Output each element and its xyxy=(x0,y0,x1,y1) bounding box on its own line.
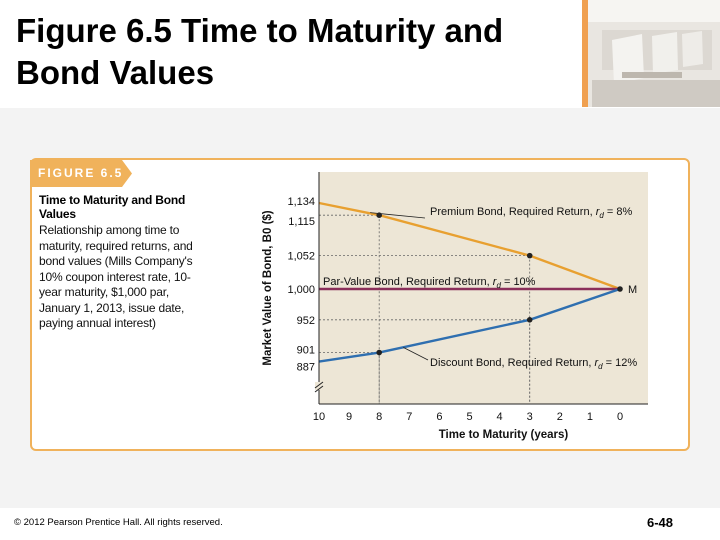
slide-title: Figure 6.5 Time to Maturity and Bond Val… xyxy=(16,10,576,94)
x-tick-9: 9 xyxy=(346,411,352,423)
slide-number: 6-48 xyxy=(647,515,674,530)
y-axis-title: Market Value of Bond, B0 ($) xyxy=(262,210,274,365)
x-tick-6: 6 xyxy=(436,411,442,423)
slide-title-line1: Figure 6.5 Time to Maturity and xyxy=(16,12,504,49)
y-tick-labels: 1,134 1,115 1,052 1,000 952 901 887 xyxy=(287,196,315,374)
caption-text: Relationship among time to maturity, req… xyxy=(39,223,193,330)
figure-label-tab xyxy=(30,160,132,187)
discount-bond-label: Discount Bond, Required Return, rd = 12% xyxy=(430,357,637,371)
x-tick-2: 2 xyxy=(557,411,563,423)
copyright-text: © 2012 Pearson Prentice Hall. All rights… xyxy=(14,517,223,528)
premium-marker-year-3 xyxy=(526,252,533,259)
series-lines xyxy=(318,201,621,363)
x-tick-4: 4 xyxy=(497,411,503,423)
caption-title: Time to Maturity and Bond Values xyxy=(39,193,186,221)
y-tick-901: 901 xyxy=(297,345,315,357)
figure-label: FIGURE 6.5 xyxy=(38,166,124,180)
maturity-marker xyxy=(617,286,623,292)
x-tick-7: 7 xyxy=(406,411,412,423)
maturity-point-label: M xyxy=(628,284,637,296)
y-tick-1000: 1,000 xyxy=(287,284,315,296)
x-tick-0: 0 xyxy=(617,411,623,423)
office-photo-image xyxy=(582,0,720,107)
series-labels: Premium Bond, Required Return, rd = 8% Pa… xyxy=(323,206,637,371)
par-bond-label: Par-Value Bond, Required Return, rd = 10… xyxy=(323,276,536,290)
slide-title-line2: Bond Values xyxy=(16,54,215,91)
discount-leader-line xyxy=(403,347,429,361)
discount-marker-year-8 xyxy=(376,349,383,356)
premium-leader-line xyxy=(370,212,426,219)
dashed-guides xyxy=(319,214,531,404)
corner-photo xyxy=(582,0,720,107)
data-markers xyxy=(376,212,623,356)
x-tick-8: 8 xyxy=(376,411,382,423)
x-tick-3: 3 xyxy=(527,411,533,423)
premium-bond-label: Premium Bond, Required Return, rd = 8% xyxy=(430,206,632,220)
x-tick-10: 10 xyxy=(313,411,325,423)
leader-lines xyxy=(370,212,429,361)
y-tick-1134: 1,134 xyxy=(287,196,315,208)
premium-bond-line xyxy=(318,201,621,291)
x-tick-5: 5 xyxy=(466,411,472,423)
y-tick-887: 887 xyxy=(297,362,315,374)
x-axis-title: Time to Maturity (years) xyxy=(439,429,569,441)
y-tick-1052: 1,052 xyxy=(287,251,315,263)
discount-bond-line xyxy=(318,287,621,363)
y-tick-952: 952 xyxy=(297,315,315,327)
x-tick-labels: 10 9 8 7 6 5 4 3 2 1 0 xyxy=(313,411,623,423)
axis-break-mark xyxy=(314,381,324,393)
discount-marker-year-3 xyxy=(526,317,533,323)
y-tick-1115: 1,115 xyxy=(288,216,315,228)
x-tick-1: 1 xyxy=(587,411,593,423)
